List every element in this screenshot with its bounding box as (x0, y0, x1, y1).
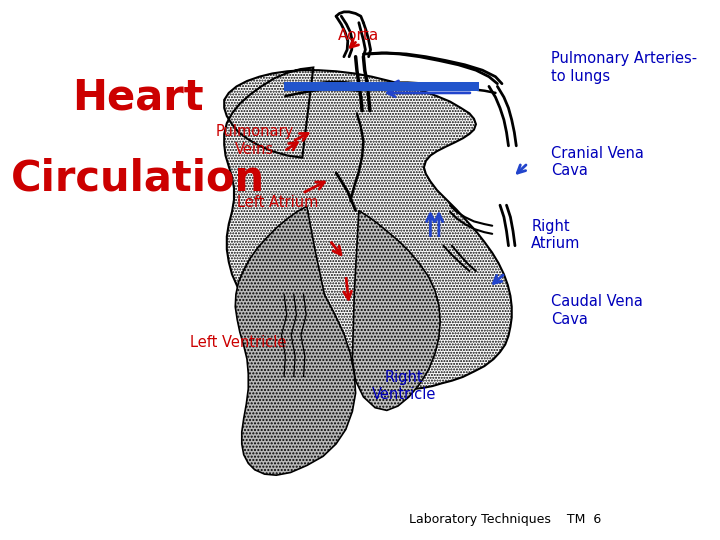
Polygon shape (224, 68, 512, 390)
Text: Heart: Heart (72, 76, 204, 118)
Text: Right
Atrium: Right Atrium (531, 219, 580, 251)
Text: Circulation: Circulation (11, 157, 265, 199)
Text: Left Ventricle: Left Ventricle (190, 335, 287, 350)
Text: Pulmonary
Veins: Pulmonary Veins (216, 124, 294, 157)
Text: Cranial Vena
Cava: Cranial Vena Cava (551, 146, 644, 178)
Polygon shape (352, 211, 440, 410)
Polygon shape (235, 206, 356, 475)
Text: Left Atrium: Left Atrium (237, 195, 318, 210)
Bar (382, 82, 480, 91)
Text: Right
Ventricle: Right Ventricle (372, 370, 436, 402)
Text: Laboratory Techniques    TM  6: Laboratory Techniques TM 6 (409, 513, 601, 526)
Bar (284, 82, 382, 91)
Text: Pulmonary Arteries-
to lungs: Pulmonary Arteries- to lungs (551, 51, 697, 84)
Text: Aorta: Aorta (338, 28, 379, 43)
Text: Caudal Vena
Cava: Caudal Vena Cava (551, 294, 643, 327)
